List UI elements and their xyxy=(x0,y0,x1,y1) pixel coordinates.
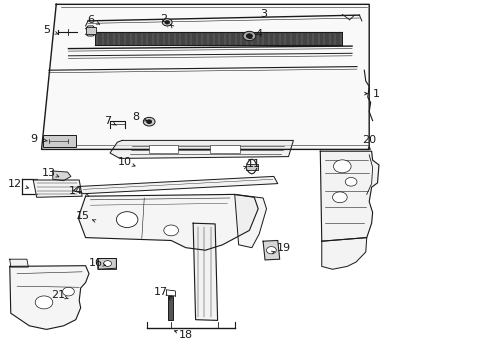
Polygon shape xyxy=(10,266,89,329)
Circle shape xyxy=(345,177,356,186)
Circle shape xyxy=(162,19,172,26)
Text: 16: 16 xyxy=(88,258,102,268)
Polygon shape xyxy=(321,238,366,269)
Polygon shape xyxy=(193,223,217,320)
Circle shape xyxy=(164,21,169,24)
Polygon shape xyxy=(234,194,266,248)
Text: 21: 21 xyxy=(52,290,65,300)
Polygon shape xyxy=(73,176,277,194)
Polygon shape xyxy=(110,140,293,158)
Text: 15: 15 xyxy=(76,211,90,221)
Bar xyxy=(210,145,239,153)
Polygon shape xyxy=(78,194,258,250)
Text: 2: 2 xyxy=(160,14,167,24)
Text: 11: 11 xyxy=(247,159,261,169)
FancyBboxPatch shape xyxy=(42,135,76,147)
Circle shape xyxy=(116,212,138,228)
Bar xyxy=(245,164,257,170)
Text: 8: 8 xyxy=(132,112,139,122)
Bar xyxy=(85,27,96,34)
Circle shape xyxy=(246,34,252,38)
Circle shape xyxy=(35,296,53,309)
Bar xyxy=(149,145,178,153)
Circle shape xyxy=(333,160,350,173)
Text: 4: 4 xyxy=(255,29,262,39)
Polygon shape xyxy=(263,240,279,260)
Text: 13: 13 xyxy=(42,168,56,178)
Text: 9: 9 xyxy=(31,134,38,144)
Text: 20: 20 xyxy=(362,135,375,145)
Bar xyxy=(98,258,116,269)
Circle shape xyxy=(163,225,178,236)
Circle shape xyxy=(266,247,276,254)
Text: 14: 14 xyxy=(69,186,82,196)
Circle shape xyxy=(62,287,74,296)
Text: 17: 17 xyxy=(154,287,168,297)
Text: 6: 6 xyxy=(87,15,94,25)
Text: 12: 12 xyxy=(8,179,21,189)
Polygon shape xyxy=(10,259,28,267)
Polygon shape xyxy=(41,4,368,149)
Bar xyxy=(95,32,342,45)
Circle shape xyxy=(146,120,151,123)
Text: 18: 18 xyxy=(179,330,192,340)
Text: 19: 19 xyxy=(276,243,290,253)
Text: 5: 5 xyxy=(43,24,50,35)
Text: 3: 3 xyxy=(260,9,267,19)
Text: 1: 1 xyxy=(372,89,379,99)
Circle shape xyxy=(332,192,346,203)
Circle shape xyxy=(243,31,255,41)
Circle shape xyxy=(143,117,155,126)
Text: 10: 10 xyxy=(118,157,131,167)
Polygon shape xyxy=(320,151,378,241)
Polygon shape xyxy=(53,171,71,181)
Circle shape xyxy=(103,261,111,266)
Text: 7: 7 xyxy=(104,116,111,126)
Polygon shape xyxy=(33,180,82,197)
Bar xyxy=(168,296,173,320)
